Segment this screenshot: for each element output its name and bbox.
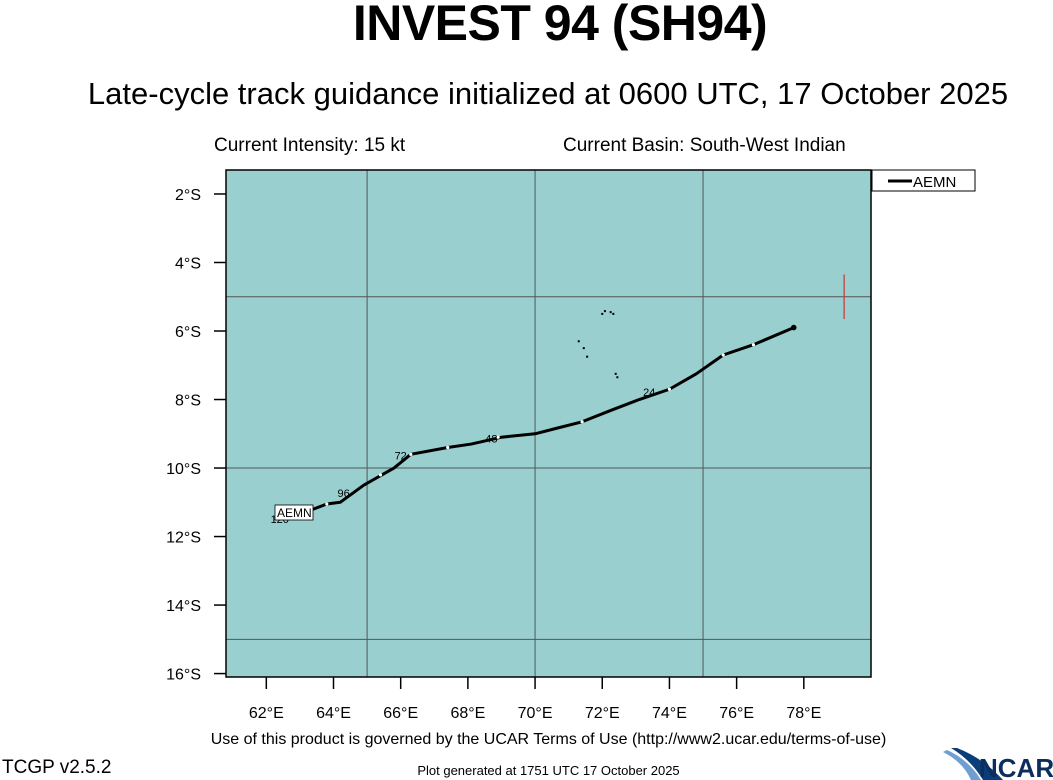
track-label-box	[274, 504, 314, 521]
island-dot	[612, 312, 615, 315]
island-dot	[586, 355, 589, 358]
island-dot	[601, 312, 604, 315]
forecast-hour-label: 96	[337, 488, 349, 500]
track-interval-marker	[409, 452, 413, 456]
lat-tick-label: 6°S	[175, 324, 201, 341]
forecast-hour-label: 48	[485, 433, 497, 445]
lon-tick-label: 66°E	[383, 705, 418, 722]
island-dot	[582, 347, 585, 350]
forecast-hour-label: 24	[643, 387, 655, 399]
track-interval-marker	[721, 353, 725, 357]
lat-tick-label: 12°S	[166, 530, 201, 547]
track-label-text: AEMN	[277, 506, 312, 520]
track-interval-marker	[751, 343, 756, 347]
lat-tick-label: 4°S	[175, 255, 201, 272]
track-interval-marker	[325, 502, 329, 506]
map-grid	[226, 170, 871, 677]
track-start-point	[790, 324, 797, 331]
islands	[577, 310, 619, 379]
track-layer: 24487296120	[271, 274, 845, 526]
lon-tick-label: 78°E	[786, 705, 821, 722]
generated-timestamp: Plot generated at 1751 UTC 17 October 20…	[417, 763, 680, 778]
lon-tick-label: 64°E	[316, 705, 351, 722]
page-title: INVEST 94 (SH94)	[352, 0, 768, 51]
lat-tick-label: 10°S	[166, 461, 201, 478]
track-interval-marker	[496, 435, 500, 439]
current-basin: Current Basin: South-West Indian	[563, 135, 846, 156]
island-dot	[577, 340, 580, 343]
track-interval-marker	[667, 387, 672, 391]
ncar-logo: NCAR	[943, 748, 1053, 780]
lat-tick-label: 8°S	[175, 393, 201, 410]
legend: AEMN	[871, 169, 976, 192]
island-dot	[616, 376, 619, 379]
current-intensity: Current Intensity: 15 kt	[214, 135, 406, 156]
legend-label: AEMN	[913, 174, 956, 191]
island-dot	[614, 372, 617, 375]
track-interval-marker	[580, 420, 584, 424]
lon-tick-label: 68°E	[450, 705, 485, 722]
lat-tick-label: 2°S	[175, 187, 201, 204]
lon-tick-label: 72°E	[585, 705, 620, 722]
lon-tick-label: 70°E	[518, 705, 553, 722]
version-label: TCGP v2.5.2	[2, 757, 112, 778]
map-axes: 2°S 4°S 6°S 8°S 10°S 12°S 14°S 16°S 62°E 64°E 66°E…	[166, 187, 821, 722]
ncar-logo-swoosh-light	[943, 750, 981, 780]
track-interval-marker	[378, 473, 383, 477]
island-dot	[603, 310, 606, 313]
page-subtitle: Late-cycle track guidance initialized at…	[87, 76, 1009, 111]
lon-tick-label: 76°E	[719, 705, 754, 722]
track-line-aemn	[289, 326, 795, 516]
track-interval-marker	[446, 445, 450, 450]
lon-tick-label: 74°E	[652, 705, 687, 722]
terms-of-use: Use of this product is governed by the U…	[210, 731, 887, 748]
legend-box	[871, 169, 976, 192]
ocean-area	[226, 170, 871, 677]
ncar-logo-swoosh	[951, 748, 1003, 780]
lat-tick-label: 14°S	[166, 598, 201, 615]
island-dot	[609, 311, 612, 314]
map-frame	[225, 169, 872, 678]
lon-tick-label: 62°E	[249, 705, 284, 722]
forecast-hour-label: 72	[395, 450, 407, 462]
lat-tick-label: 16°S	[166, 667, 201, 684]
ncar-logo-text: NCAR	[979, 753, 1053, 780]
track-name-label: AEMN	[274, 504, 314, 521]
